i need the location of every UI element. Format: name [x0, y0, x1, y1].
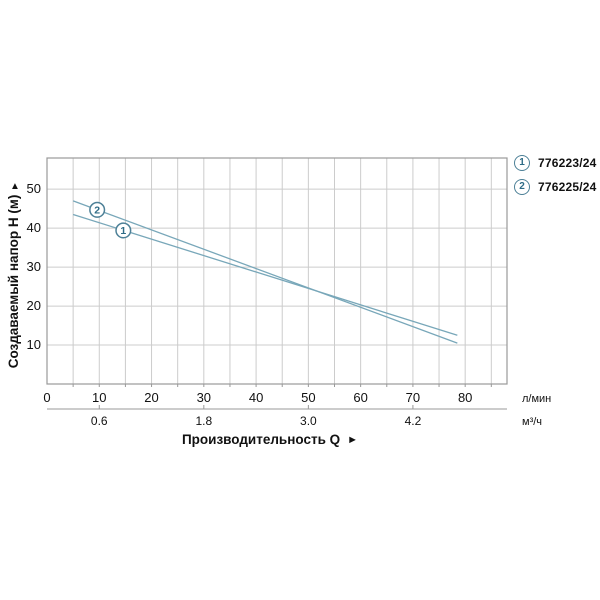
- x-tick-label: 80: [457, 390, 473, 405]
- y-tick-label: 40: [26, 220, 41, 236]
- x-tick-label: 50: [301, 390, 316, 405]
- legend-item: 1 776223/24: [514, 154, 597, 171]
- series-1-number: 1: [519, 157, 525, 168]
- x-tick-label: 20: [144, 390, 159, 405]
- series-2-number: 2: [519, 181, 525, 192]
- y-tick-label: 30: [26, 259, 41, 275]
- x-secondary-tick-label: 0.6: [90, 414, 108, 428]
- series-1-badge: 1: [514, 154, 530, 171]
- x-secondary-tick-label: 1.8: [195, 414, 213, 428]
- series-2-line: [72, 200, 458, 344]
- x-axis-title: Производительность Q ►: [120, 431, 420, 448]
- x-axis-title-text: Производительность Q: [181, 432, 341, 447]
- x-axis-unit-secondary: м³/ч: [522, 416, 543, 428]
- x-tick-label: 40: [248, 390, 264, 405]
- legend: 1 776223/24 2 776225/24: [514, 154, 597, 202]
- x-tick-label: 30: [196, 390, 212, 405]
- x-tick-label: 10: [92, 390, 107, 405]
- legend-item: 2 776225/24: [514, 178, 597, 195]
- x-tick-label: 0: [43, 390, 51, 405]
- series-2-marker: [89, 201, 106, 218]
- x-secondary-tick-label: 4.2: [404, 414, 422, 428]
- series-1-label: 776223/24: [538, 155, 597, 170]
- series-2-badge: 2: [514, 178, 530, 195]
- series-1-marker: [115, 222, 132, 239]
- right-arrow-icon: ►: [347, 434, 359, 446]
- y-tick-label: 20: [26, 298, 41, 314]
- series-1-line: [72, 213, 458, 336]
- y-tick-label: 50: [26, 181, 41, 197]
- series-2-label: 776225/24: [538, 179, 597, 194]
- y-tick-label: 10: [26, 337, 41, 353]
- series-1-marker-number: 1: [120, 225, 126, 237]
- x-secondary-tick-label: 3.0: [300, 414, 317, 428]
- x-tick-label: 60: [353, 390, 368, 405]
- series-2-marker-number: 2: [94, 204, 100, 216]
- plot-border: [46, 157, 508, 385]
- x-axis-unit-primary: л/мин: [522, 393, 552, 405]
- x-tick-label: 70: [405, 390, 421, 405]
